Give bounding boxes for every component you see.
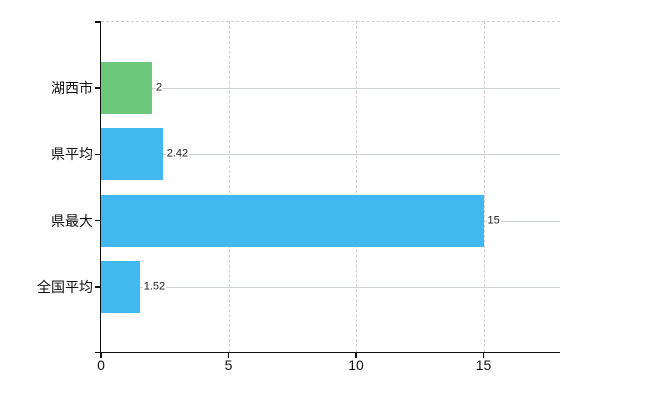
category-tick-zenkoku-heikin	[94, 286, 101, 288]
bar-zenkoku-heikin	[101, 260, 140, 313]
bar-kosai-shi	[101, 62, 152, 114]
category-label-kosai: 湖西市	[51, 80, 93, 96]
y-axis-line	[99, 21, 101, 353]
x-tick-label-0: 0	[97, 357, 105, 373]
bar-value-label: 2.42	[165, 147, 190, 161]
x-tick-label-5: 5	[224, 357, 233, 373]
category-label-zenkoku-heikin: 全国平均	[37, 278, 93, 295]
category-gridline	[101, 286, 560, 288]
x-axis-tick-10	[355, 352, 357, 358]
bar-row-kosai: 2	[101, 62, 560, 114]
bar-ken-heikin	[101, 128, 163, 181]
x-tick-label-10: 10	[348, 357, 364, 373]
x-axis-tick-15	[482, 352, 485, 358]
bar-row-ken-heikin: 2.42	[101, 128, 560, 181]
vertical-gridline-5	[228, 21, 230, 352]
category-label-ken-heikin: 県平均	[51, 146, 93, 163]
plot-top-border	[101, 21, 560, 22]
bar-row-ken-saidai: 15	[101, 194, 560, 247]
x-axis-line	[95, 351, 560, 353]
vertical-gridline-10	[356, 21, 357, 352]
category-gridline	[101, 88, 560, 89]
bar-ken-saidai	[101, 194, 484, 247]
category-tick-ken-saidai	[94, 219, 101, 222]
category-tick-kosai	[94, 87, 101, 89]
bar-value-label: 15	[486, 214, 501, 228]
category-tick-ken-heikin	[94, 153, 101, 156]
bar-value-label: 2	[155, 81, 164, 95]
category-gridline	[101, 154, 560, 156]
plot-area: 2 2.42 15 1.52	[101, 21, 560, 352]
vertical-gridline-15	[483, 21, 485, 352]
x-tick-label-15: 15	[475, 357, 492, 373]
y-axis-end-tick	[95, 21, 101, 23]
x-axis-tick-5	[227, 352, 230, 358]
bar-value-label: 1.52	[142, 280, 167, 294]
category-label-ken-saidai: 県最大	[51, 212, 93, 229]
x-axis-tick-0	[100, 352, 102, 358]
bar-row-zenkoku-heikin: 1.52	[101, 260, 560, 313]
